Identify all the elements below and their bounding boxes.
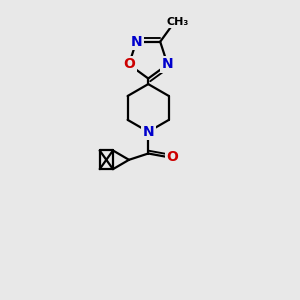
Text: O: O [167,150,178,164]
Text: N: N [130,35,142,49]
Text: CH₃: CH₃ [167,17,189,27]
Text: N: N [162,57,173,71]
Text: N: N [142,125,154,139]
Text: O: O [123,57,135,71]
